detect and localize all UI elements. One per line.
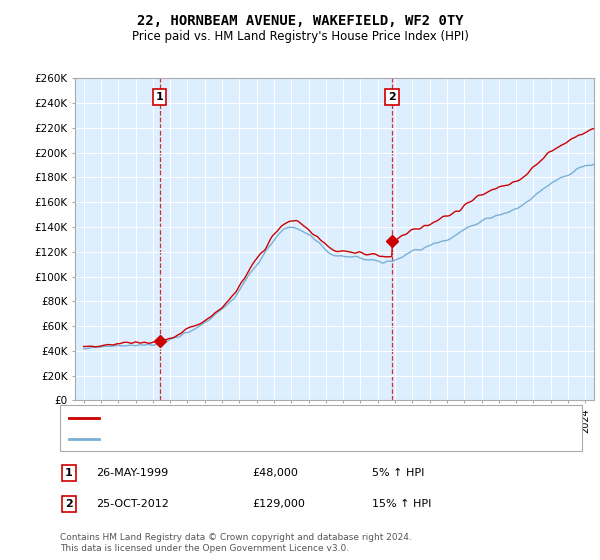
- Text: Contains HM Land Registry data © Crown copyright and database right 2024.
This d: Contains HM Land Registry data © Crown c…: [60, 533, 412, 553]
- Text: 15% ↑ HPI: 15% ↑ HPI: [372, 499, 431, 509]
- Text: £129,000: £129,000: [252, 499, 305, 509]
- Text: 2: 2: [388, 92, 396, 102]
- Text: 1: 1: [65, 468, 73, 478]
- Text: 25-OCT-2012: 25-OCT-2012: [96, 499, 169, 509]
- Text: 22, HORNBEAM AVENUE, WAKEFIELD, WF2 0TY: 22, HORNBEAM AVENUE, WAKEFIELD, WF2 0TY: [137, 14, 463, 28]
- Text: 22, HORNBEAM AVENUE, WAKEFIELD, WF2 0TY (semi-detached house): 22, HORNBEAM AVENUE, WAKEFIELD, WF2 0TY …: [105, 413, 472, 423]
- Text: 2: 2: [65, 499, 73, 509]
- Text: 26-MAY-1999: 26-MAY-1999: [96, 468, 168, 478]
- Text: 1: 1: [156, 92, 164, 102]
- Text: Price paid vs. HM Land Registry's House Price Index (HPI): Price paid vs. HM Land Registry's House …: [131, 30, 469, 43]
- Text: 5% ↑ HPI: 5% ↑ HPI: [372, 468, 424, 478]
- Text: HPI: Average price, semi-detached house, Wakefield: HPI: Average price, semi-detached house,…: [105, 435, 377, 444]
- Text: £48,000: £48,000: [252, 468, 298, 478]
